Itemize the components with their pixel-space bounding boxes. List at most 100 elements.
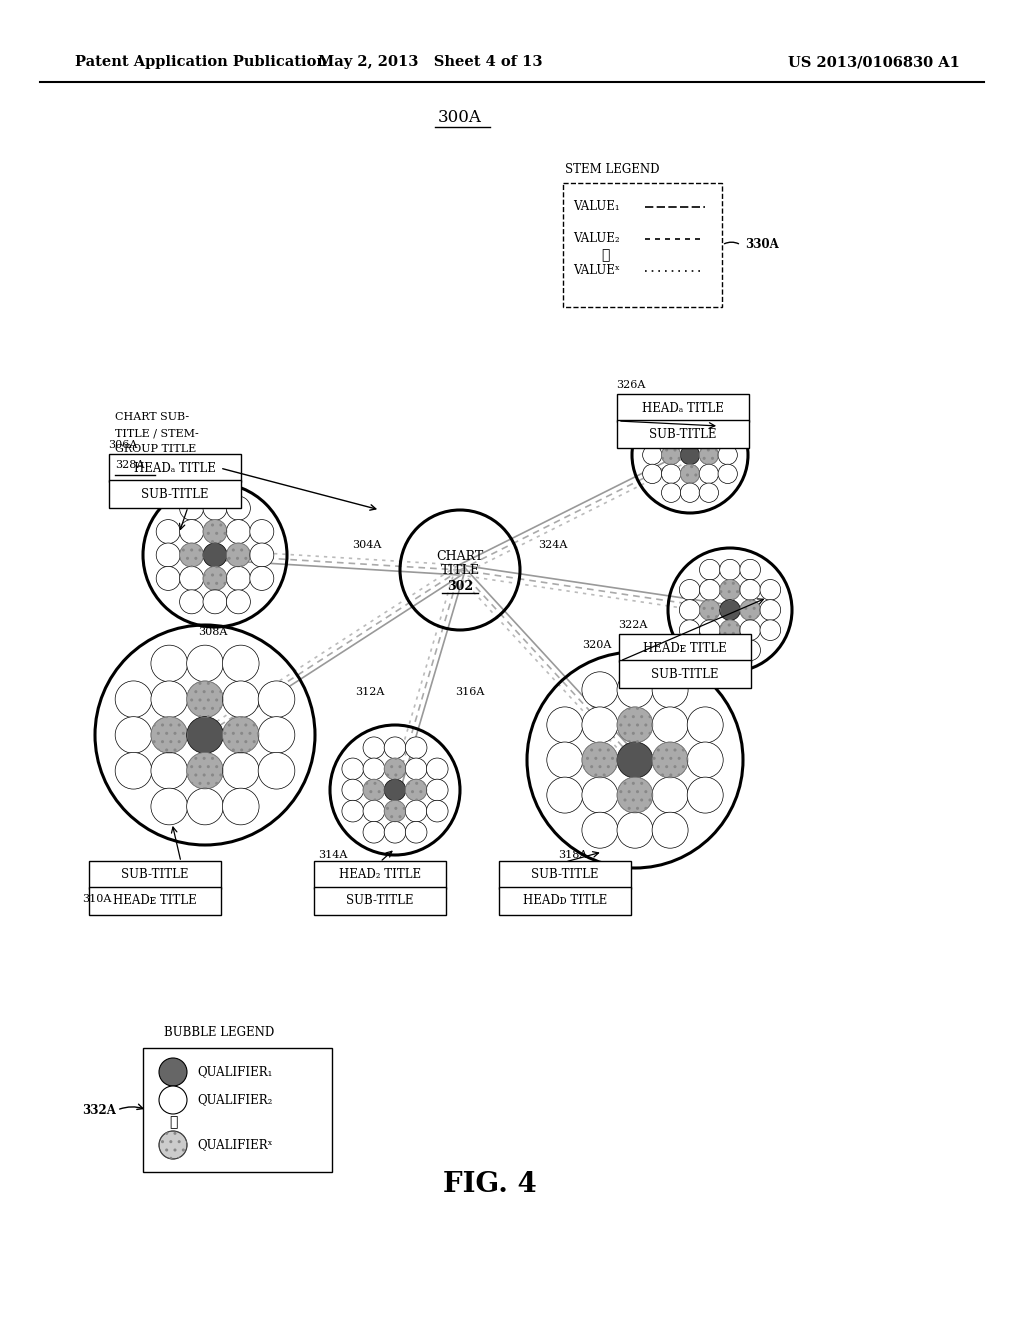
Text: 312A: 312A — [355, 686, 384, 697]
Circle shape — [179, 590, 204, 614]
Circle shape — [699, 640, 720, 660]
Circle shape — [179, 543, 204, 568]
Circle shape — [159, 1086, 187, 1114]
Text: ⋮: ⋮ — [169, 1115, 177, 1129]
Circle shape — [406, 758, 427, 780]
Circle shape — [687, 777, 723, 813]
Circle shape — [680, 445, 699, 465]
Circle shape — [151, 752, 187, 789]
Circle shape — [115, 752, 152, 789]
Text: HEADᴇ TITLE: HEADᴇ TITLE — [113, 895, 197, 908]
Circle shape — [739, 560, 761, 579]
Circle shape — [617, 777, 653, 813]
Circle shape — [250, 566, 273, 590]
Circle shape — [662, 408, 681, 426]
Circle shape — [760, 620, 780, 640]
Circle shape — [151, 788, 187, 825]
Circle shape — [652, 742, 688, 777]
Circle shape — [159, 1131, 187, 1159]
Circle shape — [186, 788, 223, 825]
Circle shape — [384, 737, 406, 759]
Circle shape — [680, 408, 699, 426]
Circle shape — [226, 566, 251, 590]
Circle shape — [179, 566, 204, 590]
Circle shape — [406, 800, 427, 822]
Circle shape — [720, 599, 740, 620]
Text: 322A: 322A — [618, 620, 647, 630]
Circle shape — [687, 708, 723, 743]
Circle shape — [720, 560, 740, 579]
Circle shape — [342, 800, 364, 822]
Circle shape — [662, 426, 681, 446]
Text: GROUP TITLE: GROUP TITLE — [115, 444, 197, 454]
Circle shape — [643, 426, 662, 446]
FancyBboxPatch shape — [314, 887, 446, 915]
Circle shape — [426, 779, 449, 801]
Text: CHART: CHART — [436, 549, 483, 562]
Text: TITLE / STEM-: TITLE / STEM- — [115, 428, 199, 438]
FancyBboxPatch shape — [109, 480, 241, 508]
FancyBboxPatch shape — [89, 861, 221, 888]
Circle shape — [364, 779, 385, 801]
Circle shape — [720, 620, 740, 640]
Text: HEADᴇ TITLE: HEADᴇ TITLE — [643, 642, 727, 655]
Circle shape — [617, 742, 653, 777]
Circle shape — [159, 1059, 187, 1086]
Circle shape — [406, 821, 427, 843]
Circle shape — [547, 777, 583, 813]
Circle shape — [617, 672, 653, 708]
Text: 332A: 332A — [82, 1104, 116, 1117]
Circle shape — [426, 758, 449, 780]
Text: QUALIFIER₁: QUALIFIER₁ — [197, 1065, 272, 1078]
Circle shape — [258, 681, 295, 718]
Circle shape — [699, 483, 719, 503]
Circle shape — [151, 717, 187, 754]
Circle shape — [115, 717, 152, 754]
Text: 304A: 304A — [352, 540, 381, 550]
Text: 318A: 318A — [558, 850, 588, 861]
Text: SUB-TITLE: SUB-TITLE — [141, 487, 209, 500]
Circle shape — [679, 599, 700, 620]
Text: Patent Application Publication: Patent Application Publication — [75, 55, 327, 69]
Circle shape — [226, 543, 251, 568]
Circle shape — [157, 566, 180, 590]
FancyBboxPatch shape — [618, 634, 751, 663]
Circle shape — [680, 465, 699, 483]
Circle shape — [186, 681, 223, 718]
Circle shape — [186, 717, 223, 754]
Circle shape — [739, 599, 761, 620]
Circle shape — [643, 445, 662, 465]
Circle shape — [426, 800, 449, 822]
Text: SUB-TITLE: SUB-TITLE — [121, 869, 188, 882]
Circle shape — [582, 672, 617, 708]
FancyBboxPatch shape — [499, 887, 631, 915]
Circle shape — [250, 543, 273, 568]
Text: HEADₐ TITLE: HEADₐ TITLE — [642, 401, 724, 414]
Circle shape — [384, 821, 406, 843]
Circle shape — [342, 779, 364, 801]
Circle shape — [226, 590, 251, 614]
Circle shape — [582, 812, 617, 849]
Text: 320A: 320A — [582, 640, 611, 649]
Circle shape — [406, 737, 427, 759]
Circle shape — [687, 742, 723, 777]
Circle shape — [739, 620, 761, 640]
Circle shape — [203, 566, 227, 590]
Text: 328A: 328A — [115, 459, 144, 470]
Circle shape — [679, 579, 700, 601]
Circle shape — [699, 620, 720, 640]
Circle shape — [151, 681, 187, 718]
Text: TITLE: TITLE — [440, 564, 479, 577]
Circle shape — [652, 812, 688, 849]
Circle shape — [364, 758, 385, 780]
Circle shape — [222, 717, 259, 754]
Circle shape — [258, 752, 295, 789]
Text: 316A: 316A — [455, 686, 484, 697]
Circle shape — [760, 599, 780, 620]
Circle shape — [222, 681, 259, 718]
FancyBboxPatch shape — [617, 393, 749, 422]
Circle shape — [643, 465, 662, 483]
Text: HEADₐ TITLE: HEADₐ TITLE — [134, 462, 216, 474]
Circle shape — [739, 640, 761, 660]
Circle shape — [582, 777, 617, 813]
